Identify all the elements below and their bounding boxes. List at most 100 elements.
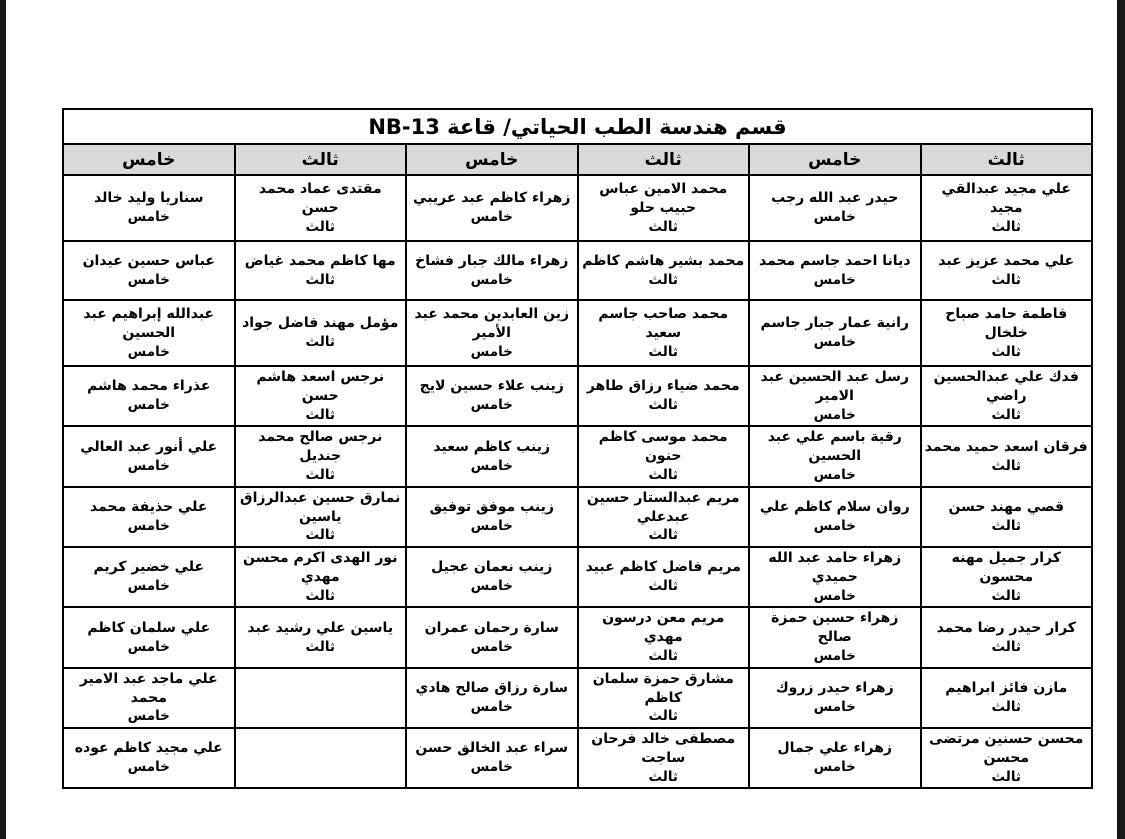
student-level: خامس xyxy=(127,517,170,534)
student-level: خامس xyxy=(470,397,513,414)
page-title: قسم هندسة الطب الحياتي/ قاعة NB-13 xyxy=(62,108,1093,145)
student-level: ثالث xyxy=(305,406,336,423)
student-cell: سناريا وليد خالد خامس xyxy=(62,174,236,242)
student-name: مصطفى خالد فرحان ساجت xyxy=(591,730,736,766)
student-cell: سارة رحمان عمران خامس xyxy=(405,606,579,669)
student-level: ثالث xyxy=(305,587,336,604)
table-row: قصي مهند حسن ثالث روان سلام كاظم علي خامس مر… xyxy=(62,485,1093,548)
student-cell: سارة رزاق صالح هادي خامس xyxy=(405,666,579,729)
student-name: علي سلمان كاظم xyxy=(87,619,211,636)
table-row: علي محمد عزيز عبد ثالث ديانا احمد جاسم محم… xyxy=(62,240,1093,301)
student-cell: مقتدى عماد محمد حسن ثالث xyxy=(233,174,407,242)
student-cell: عبدالله إبراهيم عبد الحسين خامس xyxy=(62,299,236,367)
student-level: خامس xyxy=(127,397,170,414)
table-head: قسم هندسة الطب الحياتي/ قاعة NB-13 ثالث خ… xyxy=(62,108,1093,176)
student-cell: مريم فاضل كاظم عبيد ثالث xyxy=(576,545,750,609)
student-name: سناريا وليد خالد xyxy=(93,190,204,207)
student-name: كرار جميل مهنه محسون xyxy=(951,549,1061,585)
student-level: ثالث xyxy=(991,406,1022,423)
student-name: رانية عمار جبار جاسم xyxy=(760,315,909,332)
student-name: فرقان اسعد حميد محمد xyxy=(924,438,1088,455)
column-header-1: خامس xyxy=(748,143,922,176)
student-name: نرجس صالح محمد جنديل xyxy=(258,429,383,465)
student-cell: زينب موفق توفيق خامس xyxy=(405,485,579,548)
student-cell: كرار جميل مهنه محسون ثالث xyxy=(919,545,1093,609)
student-cell: زينب علاء حسين لايج خامس xyxy=(405,364,579,428)
student-level: ثالث xyxy=(648,271,679,288)
student-name: نرجس اسعد هاشم حسن xyxy=(256,369,385,404)
student-level: خامس xyxy=(127,457,170,474)
student-cell: علي ماجد عبد الامير محمد خامس xyxy=(62,666,236,729)
student-name: رقية باسم علي عبد الحسين xyxy=(767,429,902,465)
student-level: ثالث xyxy=(648,648,679,665)
student-cell: محمد الامين عباس حبيب حلو ثالث xyxy=(576,174,750,242)
student-name: عباس حسين عيدان xyxy=(82,252,215,269)
student-cell: زينب نعمان عجيل خامس xyxy=(405,545,579,609)
student-level: خامس xyxy=(813,467,856,484)
student-name: رسل عبد الحسين عبد الامير xyxy=(760,369,909,404)
student-cell: ياسين علي رشيد عبد ثالث xyxy=(233,606,407,669)
student-cell: رقية باسم علي عبد الحسين خامس xyxy=(748,425,922,488)
student-name: روان سلام كاظم علي xyxy=(759,499,910,516)
student-name: زينب علاء حسين لايج xyxy=(419,378,564,395)
student-cell: محمد ضياء رزاق طاهر ثالث xyxy=(576,364,750,428)
student-name: نمارق حسين عبدالرزاق ياسين xyxy=(240,489,401,525)
student-cell: زينب كاظم سعيد خامس xyxy=(405,425,579,488)
student-level: ثالث xyxy=(305,638,336,655)
student-level: خامس xyxy=(813,587,856,604)
student-name: محمد بشير هاشم كاظم xyxy=(582,252,745,269)
student-level: خامس xyxy=(813,648,856,665)
student-level: خامس xyxy=(127,578,170,595)
student-cell: علي خضير كريم خامس xyxy=(62,545,236,609)
table-row: فاطمة حامد صباح خلخال ثالث رانية عمار جبار… xyxy=(62,299,1093,367)
student-name: ديانا احمد جاسم محمد xyxy=(758,252,911,269)
student-cell: زهراء حامد عبد الله حميدي خامس xyxy=(748,545,922,609)
student-name: زهراء حامد عبد الله حميدي xyxy=(768,549,902,585)
student-name: فدك علي عبدالحسين راضي xyxy=(933,369,1079,404)
table-row: مازن فائز ابراهيم ثالث زهراء حيدر زروك خامس… xyxy=(62,666,1093,729)
student-name: مريم معن درسون مهدي xyxy=(602,610,725,646)
student-cell: كرار حيدر رضا محمد ثالث xyxy=(919,606,1093,669)
student-name: نور الهدى اكرم محسن مهدي xyxy=(243,549,398,585)
title-row: قسم هندسة الطب الحياتي/ قاعة NB-13 xyxy=(62,108,1093,145)
student-cell: زهراء حسين حمزة صالح خامس xyxy=(748,606,922,669)
student-name: مقتدى عماد محمد حسن xyxy=(258,180,382,216)
student-level: خامس xyxy=(470,271,513,288)
student-level: خامس xyxy=(470,638,513,655)
student-level: خامس xyxy=(127,759,170,776)
student-level: خامس xyxy=(470,343,513,360)
student-name: قصي مهند حسن xyxy=(948,499,1065,516)
student-cell: مريم معن درسون مهدي ثالث xyxy=(576,606,750,669)
student-name: مشارق حمزة سلمان كاظم xyxy=(592,670,734,706)
student-level: خامس xyxy=(813,517,856,534)
student-level: ثالث xyxy=(648,467,679,484)
column-header-5: خامس xyxy=(62,143,236,176)
student-name: علي مجيد كاظم عوده xyxy=(74,740,223,757)
student-level: ثالث xyxy=(991,768,1022,785)
student-level: ثالث xyxy=(648,527,679,544)
student-level: ثالث xyxy=(305,527,336,544)
student-level: خامس xyxy=(127,343,170,360)
right-edge-bar xyxy=(1117,0,1125,839)
student-level: ثالث xyxy=(991,343,1022,360)
student-name: مريم فاضل كاظم عبيد xyxy=(585,559,741,576)
student-cell: مؤمل مهند فاضل جواد ثالث xyxy=(233,299,407,367)
column-header-0: ثالث xyxy=(919,143,1093,176)
student-level: خامس xyxy=(470,209,513,226)
student-level: خامس xyxy=(470,457,513,474)
student-cell: زهراء علي جمال خامس xyxy=(748,726,922,790)
schedule-table: قسم هندسة الطب الحياتي/ قاعة NB-13 ثالث خ… xyxy=(62,108,1093,790)
table-row: فرقان اسعد حميد محمد ثالث رقية باسم علي عب… xyxy=(62,425,1093,488)
student-cell: فاطمة حامد صباح خلخال ثالث xyxy=(919,299,1093,367)
student-level: خامس xyxy=(127,271,170,288)
student-cell: رانية عمار جبار جاسم خامس xyxy=(748,299,922,367)
student-name: زهراء كاظم عبد عريبي xyxy=(413,190,571,207)
student-cell: محمد بشير هاشم كاظم ثالث xyxy=(576,240,750,301)
column-header-2: ثالث xyxy=(576,143,750,176)
student-name: مازن فائز ابراهيم xyxy=(945,680,1068,697)
student-level: خامس xyxy=(127,209,170,226)
left-edge-bar xyxy=(0,0,6,839)
student-cell: محمد موسى كاظم حنون ثالث xyxy=(576,425,750,488)
student-cell: نمارق حسين عبدالرزاق ياسين ثالث xyxy=(233,485,407,548)
